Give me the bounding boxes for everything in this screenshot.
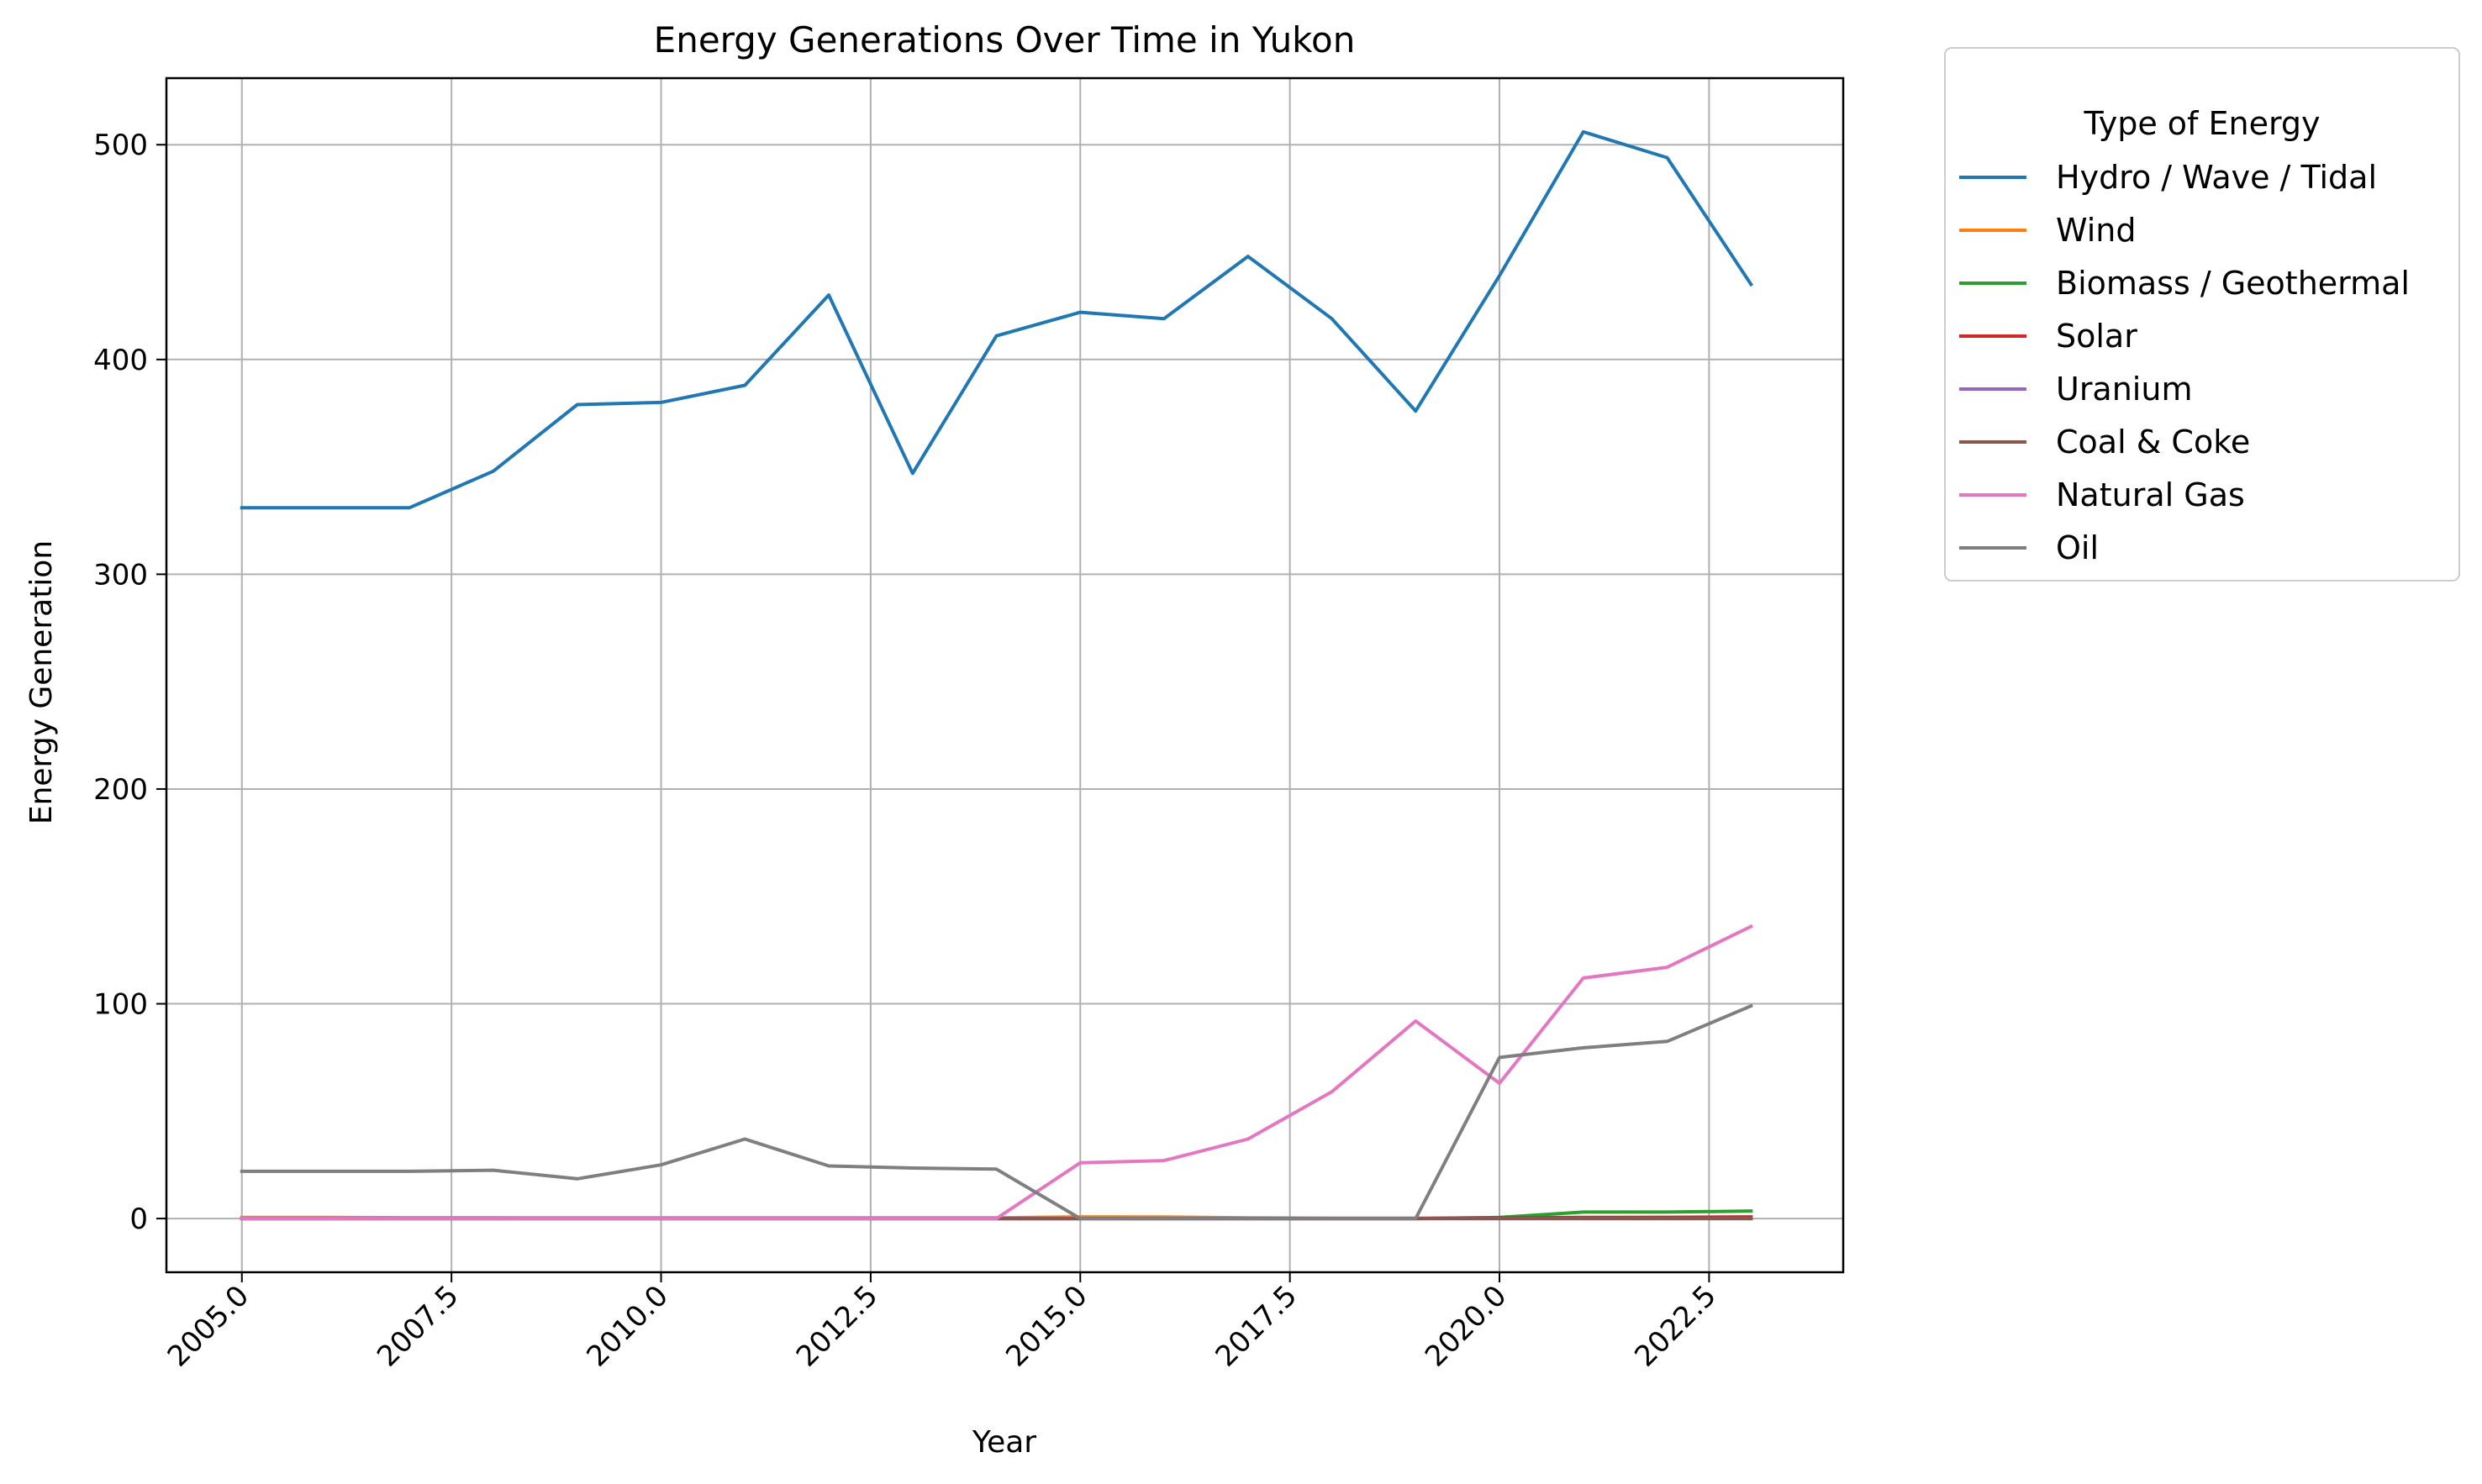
y-tick-label: 200: [93, 773, 148, 807]
legend-label-coal-coke: Coal & Coke: [2056, 424, 2250, 460]
legend: Type of Energy Hydro / Wave / Tidal Wind B…: [1944, 47, 2460, 581]
series-line-hydro-wave-tidal: [240, 129, 1754, 510]
y-tick-label: 100: [93, 988, 148, 1022]
legend-entries: Hydro / Wave / Tidal Wind Biomass / Geothe…: [1959, 159, 2410, 566]
legend-title: Type of Energy: [2083, 105, 2320, 142]
y-tick-label: 300: [93, 558, 148, 592]
series-lines: [240, 129, 1754, 1221]
y-axis-label: Energy Generation: [24, 540, 59, 824]
legend-label-biomass-geothermal: Biomass / Geothermal: [2056, 265, 2410, 302]
x-axis-label: Year: [972, 1425, 1036, 1460]
legend-label-natural-gas: Natural Gas: [2056, 476, 2245, 513]
y-tick-label: 400: [93, 344, 148, 377]
plot-area-frame: [165, 76, 1845, 1274]
y-tick-label: 0: [129, 1202, 148, 1236]
y-tick-label: 500: [93, 129, 148, 162]
series-line-oil: [240, 1003, 1753, 1221]
chart-title: Energy Generations Over Time in Yukon: [654, 19, 1356, 61]
legend-label-uranium: Uranium: [2056, 371, 2192, 408]
series-line-natural-gas: [240, 924, 1753, 1221]
legend-box: [1944, 47, 2460, 581]
legend-label-solar: Solar: [2056, 318, 2137, 355]
legend-label-wind: Wind: [2056, 212, 2137, 249]
legend-label-hydro-wave-tidal: Hydro / Wave / Tidal: [2056, 159, 2377, 196]
legend-label-oil: Oil: [2056, 529, 2099, 566]
